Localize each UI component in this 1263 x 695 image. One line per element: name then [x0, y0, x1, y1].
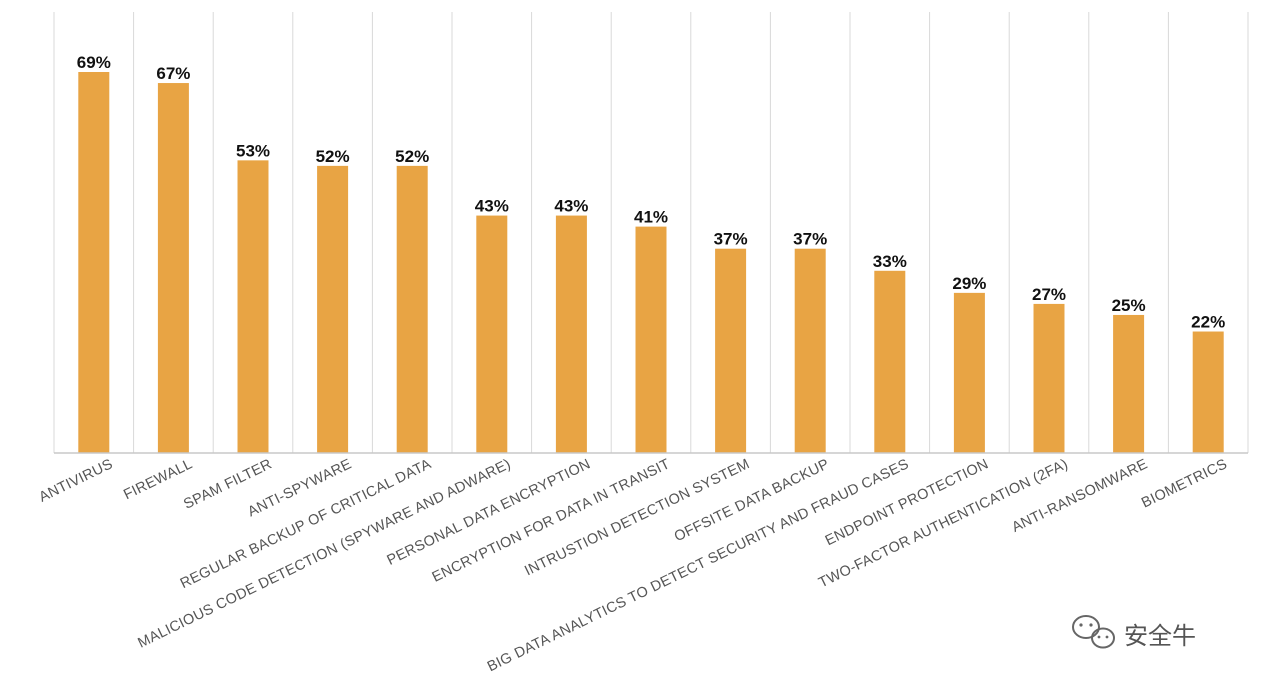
grid-lines — [53, 12, 1249, 453]
category-label: ANTIVIRUS — [37, 456, 116, 505]
data-label: 25% — [1112, 296, 1146, 315]
bar — [874, 270, 906, 453]
bar — [396, 165, 428, 453]
bar — [317, 165, 349, 453]
bar — [78, 72, 110, 453]
bar — [953, 292, 985, 453]
wechat-icon — [1072, 615, 1115, 649]
data-label: 43% — [475, 197, 509, 216]
watermark-text: 安全牛 — [1124, 622, 1196, 650]
data-label: 52% — [316, 147, 350, 166]
bar — [1192, 331, 1224, 453]
category-label: MALICIOUS CODE DETECTION (SPYWARE AND AD… — [135, 456, 513, 651]
bar — [715, 248, 747, 453]
bar — [794, 248, 826, 453]
bar — [1033, 303, 1065, 453]
data-label: 41% — [634, 208, 668, 227]
data-label: 37% — [793, 230, 827, 249]
bar — [237, 160, 269, 453]
data-label: 33% — [873, 252, 907, 271]
category-label: BIOMETRICS — [1139, 456, 1230, 511]
data-labels: 69% 67% 53% 52% 52% 43% 43% 41% 37% 37% 33% 29% 27% 2… — [77, 53, 1225, 332]
data-label: 29% — [952, 274, 986, 293]
data-label: 22% — [1191, 313, 1225, 332]
data-label: 27% — [1032, 285, 1066, 304]
data-label: 43% — [554, 197, 588, 216]
bar — [635, 226, 667, 453]
data-label: 53% — [236, 141, 270, 160]
data-label: 37% — [714, 230, 748, 249]
category-label: ANTI-RANSOMWARE — [1009, 456, 1150, 536]
bars — [78, 72, 1224, 453]
data-label: 69% — [77, 53, 111, 72]
bar — [555, 215, 587, 453]
bar — [157, 83, 189, 453]
bar — [1113, 314, 1145, 453]
watermark: 安全牛 — [1072, 615, 1196, 650]
data-label: 52% — [395, 147, 429, 166]
data-label: 67% — [156, 64, 190, 83]
bar — [476, 215, 508, 453]
